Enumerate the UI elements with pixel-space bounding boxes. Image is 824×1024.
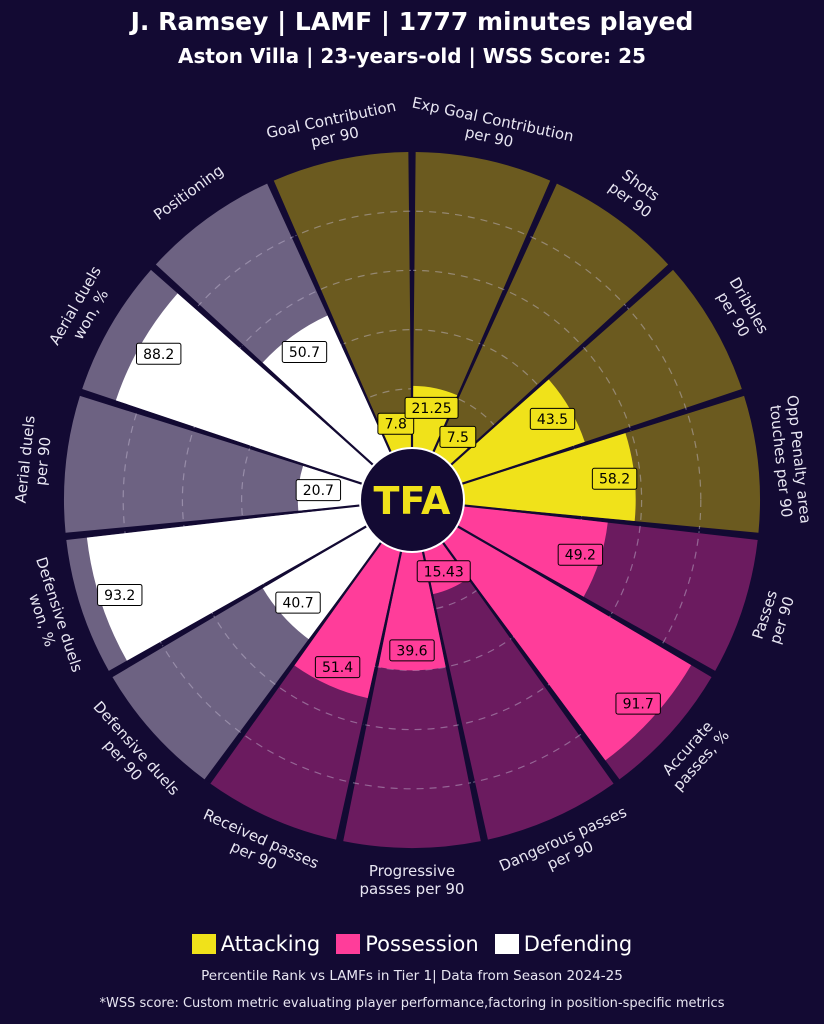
value-label: 15.43 bbox=[424, 564, 464, 580]
metric-label: Passesper 90 bbox=[749, 588, 799, 647]
value-label: 91.7 bbox=[623, 697, 654, 713]
metric-label-line: per 90 bbox=[32, 436, 55, 486]
value-label-group: 88.2 bbox=[136, 342, 182, 365]
value-label-group: 7.5 bbox=[439, 425, 477, 448]
value-bar bbox=[461, 433, 636, 522]
sector-divider bbox=[110, 525, 368, 675]
value-label-group: 20.7 bbox=[295, 479, 342, 502]
sector-divider bbox=[206, 541, 383, 783]
footnote-percentile: Percentile Rank vs LAMFs in Tier 1| Data… bbox=[201, 968, 623, 984]
value-label-box bbox=[97, 583, 143, 606]
value-label: 93.2 bbox=[104, 588, 135, 604]
value-label: 7.8 bbox=[385, 417, 407, 433]
sector-divider bbox=[421, 550, 486, 841]
value-label-group: 58.2 bbox=[591, 467, 638, 490]
value-label-box bbox=[529, 407, 576, 430]
metric-label: Aerial duelsper 90 bbox=[12, 414, 57, 505]
value-bar bbox=[115, 293, 373, 484]
sector-background bbox=[423, 542, 614, 840]
value-label: 43.5 bbox=[537, 412, 568, 428]
sector-divider bbox=[269, 181, 392, 453]
legend-label-possession: Possession bbox=[365, 932, 479, 956]
value-label-group: 50.7 bbox=[281, 340, 328, 363]
value-label: 58.2 bbox=[599, 472, 630, 488]
sector-background bbox=[433, 183, 669, 465]
value-label-group: 39.6 bbox=[389, 639, 435, 662]
sector-background bbox=[63, 395, 363, 533]
sector-divider bbox=[449, 266, 672, 467]
value-label-box bbox=[557, 543, 604, 566]
value-label: 40.7 bbox=[282, 596, 313, 612]
value-bar bbox=[451, 379, 585, 484]
metric-label: Progressive passes per 90 bbox=[360, 862, 465, 898]
legend-swatch-possession bbox=[336, 934, 361, 954]
value-bar bbox=[86, 505, 367, 661]
value-label: 49.2 bbox=[565, 548, 596, 564]
value-label: 39.6 bbox=[396, 643, 427, 659]
logo-circle bbox=[359, 447, 465, 553]
value-label: 7.5 bbox=[447, 430, 469, 446]
legend-label-attacking: Attacking bbox=[220, 932, 321, 956]
grid-ring bbox=[122, 210, 702, 790]
value-label-box bbox=[404, 396, 459, 419]
value-label-box bbox=[615, 692, 661, 715]
metric-label: Dribblesper 90 bbox=[710, 274, 772, 346]
value-label-box bbox=[416, 560, 471, 583]
value-label-box bbox=[389, 639, 435, 662]
sector-background bbox=[412, 152, 551, 453]
value-label-group: 91.7 bbox=[615, 692, 661, 715]
value-label-group: 15.43 bbox=[416, 560, 471, 583]
value-label-group: 43.5 bbox=[529, 407, 576, 430]
value-label-group: 93.2 bbox=[97, 583, 143, 606]
radar-chart: 7.8 21.25 7.5 43.5 58.2 49.2 91.7 15.43 39.6 51.4… bbox=[12, 94, 815, 898]
value-label-box bbox=[314, 656, 361, 679]
legend-swatch-defending bbox=[494, 934, 519, 954]
sector-divider bbox=[456, 525, 714, 675]
value-bar bbox=[457, 505, 608, 597]
legend-swatch-attacking bbox=[191, 934, 216, 954]
chart-subtitle: Aston Villa | 23-years-old | WSS Score: … bbox=[178, 44, 646, 68]
sector-divider bbox=[80, 391, 363, 485]
metric-label-line: passes per 90 bbox=[360, 880, 465, 898]
legend-item-defending: Defending bbox=[494, 932, 633, 956]
sector-divider bbox=[65, 504, 361, 538]
value-label-box bbox=[275, 591, 321, 614]
value-label-box bbox=[136, 342, 182, 365]
value-label: 88.2 bbox=[143, 347, 174, 363]
metric-label: Goal Contributionper 90 bbox=[265, 97, 402, 160]
value-label: 50.7 bbox=[289, 345, 320, 361]
value-label-box bbox=[591, 467, 638, 490]
metric-label: Shotsper 90 bbox=[605, 164, 666, 222]
sector-divider bbox=[463, 504, 759, 538]
legend-item-attacking: Attacking bbox=[191, 932, 321, 956]
value-label-box bbox=[377, 412, 415, 435]
sector-background bbox=[273, 152, 412, 453]
sector-divider bbox=[338, 550, 403, 841]
value-label: 51.4 bbox=[322, 660, 353, 676]
value-label-group: 49.2 bbox=[557, 543, 604, 566]
value-label-box bbox=[295, 479, 342, 502]
value-label-group: 51.4 bbox=[314, 656, 361, 679]
sector-divider bbox=[152, 266, 375, 467]
value-label-box bbox=[281, 340, 328, 363]
value-label: 21.25 bbox=[412, 401, 452, 417]
value-label-box bbox=[439, 425, 477, 448]
metric-label-line: Progressive bbox=[369, 862, 455, 880]
value-label-group: 7.8 bbox=[377, 412, 415, 435]
footnote-wss: *WSS score: Custom metric evaluating pla… bbox=[99, 996, 725, 1011]
sector-background bbox=[343, 550, 481, 848]
legend-label-defending: Defending bbox=[523, 932, 633, 956]
sector-divider bbox=[441, 541, 618, 783]
metric-label: Opp Penalty areatouches per 90 bbox=[765, 394, 814, 526]
legend: Attacking Possession Defending bbox=[0, 932, 824, 956]
legend-item-possession: Possession bbox=[336, 932, 479, 956]
value-label-group: 40.7 bbox=[275, 591, 321, 614]
chart-title: J. Ramsey | LAMF | 1777 minutes played bbox=[130, 7, 694, 36]
logo-text: TFA bbox=[374, 479, 452, 523]
sector-divider bbox=[461, 391, 744, 485]
value-label: 20.7 bbox=[303, 483, 334, 499]
value-label-group: 21.25 bbox=[404, 396, 459, 419]
